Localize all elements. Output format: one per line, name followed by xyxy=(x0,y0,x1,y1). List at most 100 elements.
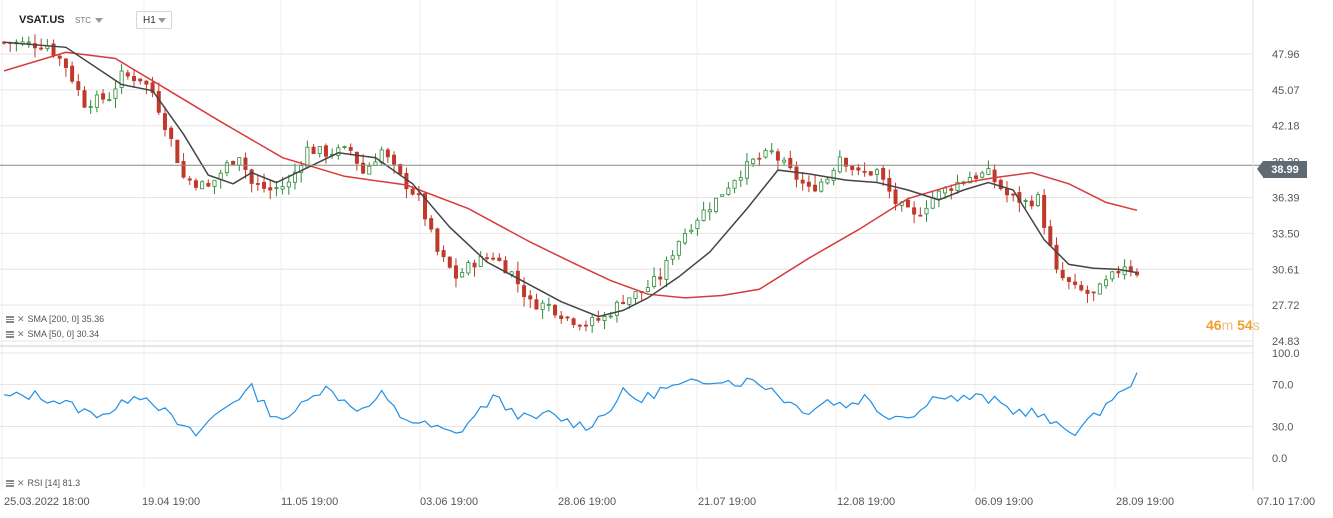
candle-body xyxy=(813,184,818,192)
candle-body xyxy=(94,94,99,108)
candle-body xyxy=(689,229,694,233)
candle-body xyxy=(26,41,31,44)
candle-body xyxy=(447,256,452,268)
time-axis: 25.03.2022 18:00 19.04 19:00 11.05 19:00 03… xyxy=(4,496,1315,508)
candle-body xyxy=(280,186,285,190)
candle-body xyxy=(323,145,328,157)
market-dropdown[interactable]: STC xyxy=(75,16,103,25)
x-tick-label: 28.09 19:00 xyxy=(1116,496,1174,508)
candle-body xyxy=(354,151,359,164)
sma200-legend-label: SMA [200, 0] 35.36 xyxy=(27,314,105,324)
rsi-legend-label: RSI [14] 81.3 xyxy=(27,478,81,488)
candle-body xyxy=(1054,244,1059,270)
candle-body xyxy=(398,164,403,175)
candle-body xyxy=(850,165,855,170)
x-tick-label: 25.03.2022 18:00 xyxy=(4,496,90,508)
candle-countdown: 46m 54s xyxy=(1206,317,1260,333)
y-tick-label: 33.50 xyxy=(1272,228,1300,240)
candle-body xyxy=(1104,279,1109,287)
candle-body xyxy=(113,88,118,99)
candle-body xyxy=(949,188,954,191)
candle-body xyxy=(788,157,793,169)
candle-body xyxy=(187,178,192,181)
candle-body xyxy=(782,159,787,163)
candle-body xyxy=(998,179,1003,190)
x-tick-label: 28.06 19:00 xyxy=(558,496,616,508)
candle-body xyxy=(571,318,576,325)
close-icon[interactable]: ✕ xyxy=(17,477,25,488)
x-tick-label: 19.04 19:00 xyxy=(142,496,200,508)
candle-body xyxy=(243,157,248,170)
candle-body xyxy=(385,149,390,158)
candle-body xyxy=(757,157,762,160)
candle-body xyxy=(652,276,657,287)
candle-body xyxy=(262,181,267,189)
candle-body xyxy=(1079,285,1084,291)
y-tick-label: 0.0 xyxy=(1272,453,1287,465)
candle-body xyxy=(868,171,873,176)
candle-body xyxy=(503,260,508,274)
candle-body xyxy=(881,168,886,180)
candlestick-series xyxy=(2,34,1140,333)
candle-body xyxy=(701,209,706,221)
candle-body xyxy=(274,187,279,189)
x-tick-label: 21.07 19:00 xyxy=(698,496,756,508)
sma200-line xyxy=(3,51,1138,299)
candle-body xyxy=(361,162,366,174)
candle-body xyxy=(441,250,446,258)
candle-body xyxy=(88,106,93,109)
candle-body xyxy=(107,99,112,101)
candle-body xyxy=(732,179,737,189)
candle-body xyxy=(980,172,985,178)
candle-body xyxy=(596,318,601,321)
indicator-menu-icon[interactable] xyxy=(6,479,14,487)
x-tick-label: 11.05 19:00 xyxy=(281,496,338,508)
candle-body xyxy=(565,316,570,319)
candle-body xyxy=(614,301,619,316)
candle-body xyxy=(683,233,688,244)
candle-body xyxy=(918,214,923,217)
candle-body xyxy=(577,324,582,327)
close-icon[interactable]: ✕ xyxy=(17,328,25,339)
candle-body xyxy=(924,207,929,215)
candle-body xyxy=(348,147,353,151)
candle-body xyxy=(144,80,149,85)
candle-body xyxy=(1035,194,1040,206)
candle-body xyxy=(553,304,558,316)
candle-body xyxy=(435,228,440,252)
candle-body xyxy=(837,156,842,173)
y-tick-label: 70.0 xyxy=(1272,380,1293,392)
y-tick-label: 27.72 xyxy=(1272,300,1300,312)
candle-body xyxy=(825,178,830,184)
candle-body xyxy=(930,197,935,209)
y-tick-label: 24.83 xyxy=(1272,336,1300,348)
close-icon[interactable]: ✕ xyxy=(17,313,25,324)
candle-body xyxy=(125,72,130,77)
x-tick-label: 07.10 17:00 xyxy=(1257,496,1315,508)
candle-body xyxy=(76,81,81,90)
candle-body xyxy=(138,78,143,82)
price-axis: 47.9645.0742.1839.2936.3933.5030.6127.72… xyxy=(1272,49,1300,348)
candle-body xyxy=(955,181,960,191)
candle-body xyxy=(695,219,700,230)
candle-body xyxy=(912,207,917,215)
x-tick-label: 12.08 19:00 xyxy=(837,496,895,508)
indicator-menu-icon[interactable] xyxy=(6,315,14,323)
symbol-label[interactable]: VSAT.US xyxy=(19,14,65,26)
candle-body xyxy=(212,179,217,187)
candle-body xyxy=(249,169,254,184)
candle-body xyxy=(231,160,236,165)
indicator-menu-icon[interactable] xyxy=(6,330,14,338)
candle-body xyxy=(967,177,972,184)
candle-body xyxy=(286,181,291,188)
candle-body xyxy=(311,146,316,155)
y-tick-label: 36.39 xyxy=(1272,193,1300,205)
y-tick-label: 47.96 xyxy=(1272,49,1300,61)
chevron-down-icon xyxy=(158,17,166,23)
candle-body xyxy=(992,169,997,183)
y-tick-label: 45.07 xyxy=(1272,85,1300,97)
chevron-down-icon xyxy=(95,18,103,23)
candle-body xyxy=(1097,283,1102,295)
timeframe-dropdown[interactable]: H1 xyxy=(136,11,172,29)
